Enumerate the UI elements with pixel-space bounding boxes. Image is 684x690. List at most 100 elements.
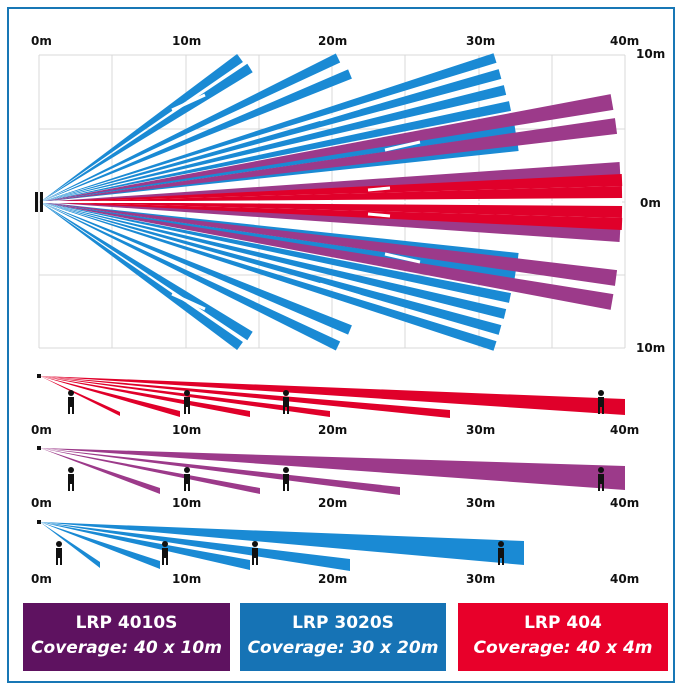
blue-beam-bot-7 [40, 202, 512, 303]
side2-person-icon-2-leg-r [256, 557, 258, 565]
side0-beam-5 [40, 376, 120, 416]
side1-person-icon-2-leg-r [287, 483, 289, 491]
side2-x-20: 20m [318, 496, 347, 510]
side1-person-icon-0-leg-l [68, 483, 70, 491]
legend-lrp3020s: LRP 3020S Coverage: 30 x 20m [240, 603, 446, 671]
side1-person-icon-2-body [283, 474, 289, 484]
slot-5 [171, 292, 206, 311]
legend-lrp3020s-coverage: Coverage: 30 x 20m [247, 638, 439, 658]
blue-beam-top-6 [40, 85, 507, 202]
side3-x-30: 30m [466, 572, 495, 586]
side2-person-icon-1 [162, 541, 168, 565]
blue-beam-bot-0 [40, 202, 243, 351]
side-view-blue [37, 520, 524, 571]
top-y-label-mid: 0m [640, 196, 661, 210]
side2-person-icon-2-head [252, 541, 258, 547]
legend-lrp3020s-title: LRP 3020S [292, 613, 394, 633]
top-x-label-30: 30m [466, 34, 495, 48]
side2-x-10: 10m [172, 496, 201, 510]
side0-person-icon-3-body [598, 397, 604, 407]
side3-x-40: 40m [610, 572, 639, 586]
side0-beam-1 [40, 376, 450, 418]
side1-person-icon-3 [598, 467, 604, 491]
side0-person-icon-0-body [68, 397, 74, 407]
top-x-label-40: 40m [610, 34, 639, 48]
side2-person-icon-2-leg-l [252, 557, 254, 565]
legend-lrp404: LRP 404 Coverage: 40 x 4m [458, 603, 668, 671]
side1-person-icon-0 [68, 467, 74, 491]
blue-beam-top-3 [40, 69, 352, 202]
slot-7 [319, 282, 361, 298]
side2-beam-0 [40, 522, 524, 565]
side1-person-icon-3-head [598, 467, 604, 473]
blue-beam-bot-4 [40, 202, 497, 351]
blue-beam-top-7 [40, 101, 512, 202]
side0-person-icon-3-head [598, 390, 604, 396]
side0-person-icon-2-body [283, 397, 289, 407]
side0-person-icon-2-leg-r [287, 406, 289, 414]
side0-beam-0 [40, 376, 625, 415]
top-view-grid [38, 54, 626, 349]
top-x-label-0: 0m [31, 34, 52, 48]
detector-icon [35, 192, 43, 212]
side1-x-20: 20m [318, 423, 347, 437]
purple-beam-bot-0 [40, 202, 614, 310]
side2-person-icon-2-body [252, 548, 258, 558]
side2-x-40: 40m [610, 496, 639, 510]
slot-2 [319, 106, 361, 122]
side2-beam-1 [40, 522, 350, 571]
side1-person-icon-1 [184, 467, 190, 491]
side2-person-icon-0-leg-l [56, 557, 58, 565]
side1-person-icon-1-head [184, 467, 190, 473]
side0-person-icon-2-head [283, 390, 289, 396]
side2-person-icon-3-body [498, 548, 504, 558]
side0-person-icon-3-leg-r [602, 406, 604, 414]
side2-person-icon-0-body [56, 548, 62, 558]
purple-beam-bot-1 [40, 202, 618, 286]
purple-beam-top-2 [40, 162, 621, 202]
side1-detector-icon [37, 446, 41, 450]
side1-person-icon-3-leg-l [598, 483, 600, 491]
side2-x-0: 0m [31, 496, 52, 510]
side2-person-icon-1-body [162, 548, 168, 558]
red-beam-3 [40, 202, 623, 230]
legend-lrp4010s: LRP 4010S Coverage: 40 x 10m [23, 603, 230, 671]
side0-person-icon-1-head [184, 390, 190, 396]
side1-beam-2 [40, 448, 260, 494]
legend-boxes: LRP 4010S Coverage: 40 x 10m LRP 3020S C… [23, 603, 668, 671]
side2-detector-icon [37, 520, 41, 524]
side0-person-icon-0-head [68, 390, 74, 396]
side1-x-30: 30m [466, 423, 495, 437]
side2-person-icon-1-head [162, 541, 168, 547]
blue-beam-top-0 [40, 53, 243, 203]
side0-person-icon-3 [598, 390, 604, 414]
slot-9 [367, 212, 391, 218]
side2-person-icon-3 [498, 541, 504, 565]
blue-beam-bot-2 [40, 202, 341, 351]
side1-x-0: 0m [31, 423, 52, 437]
side1-person-icon-1-leg-l [184, 483, 186, 491]
red-beam-1 [40, 186, 623, 202]
top-x-label-10: 10m [172, 34, 201, 48]
top-y-label-top: 10m [636, 47, 665, 61]
side0-person-icon-3-leg-l [598, 406, 600, 414]
side0-detector-icon [37, 374, 41, 378]
side1-beam-1 [40, 448, 400, 495]
blue-beam-bot-3 [40, 202, 352, 335]
side2-beam-4 [40, 522, 100, 568]
side0-beam-2 [40, 376, 330, 417]
side1-person-icon-3-leg-r [602, 483, 604, 491]
red-beam-0 [40, 174, 623, 202]
side1-person-icon-0-body [68, 474, 74, 484]
side3-x-20: 20m [318, 572, 347, 586]
side0-person-icon-1-leg-l [184, 406, 186, 414]
side1-person-icon-0-head [68, 467, 74, 473]
side1-person-icon-2-leg-l [283, 483, 285, 491]
legend-lrp404-coverage: Coverage: 40 x 4m [473, 638, 653, 658]
side2-person-icon-0 [56, 541, 62, 565]
side2-person-icon-2 [252, 541, 258, 565]
purple-beam-top-0 [40, 94, 614, 202]
side1-person-icon-0-leg-r [72, 483, 74, 491]
side1-beam-3 [40, 448, 160, 494]
